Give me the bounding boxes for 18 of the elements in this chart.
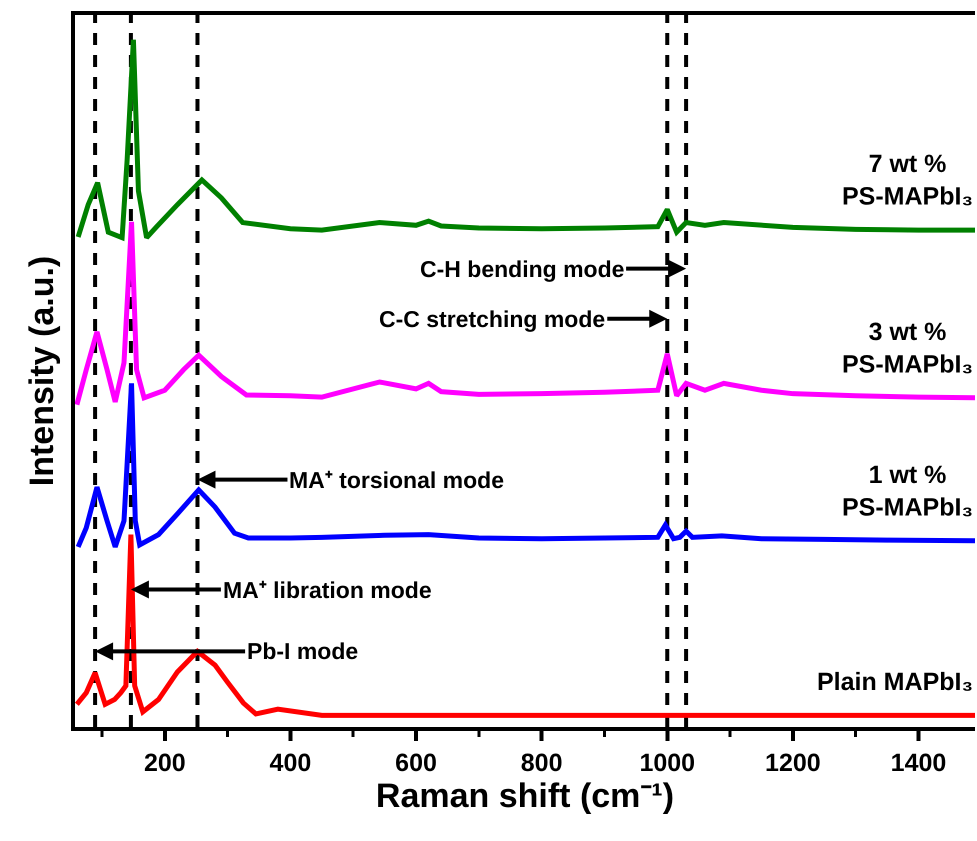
annotation: Pb-I mode bbox=[247, 638, 358, 664]
annotation: MA⁺ libration mode bbox=[223, 577, 432, 603]
x-tick-label: 1000 bbox=[639, 749, 696, 777]
series-label: 1 wt % PS-MAPbI₃ bbox=[842, 461, 974, 522]
x-tick-label: 200 bbox=[144, 749, 186, 777]
y-axis-title: Intensity (a.u.) bbox=[23, 256, 62, 486]
x-tick-label: 400 bbox=[270, 749, 312, 777]
x-tick-label: 600 bbox=[395, 749, 437, 777]
series-label: Plain MAPbI₃ bbox=[817, 668, 974, 696]
x-axis-title: Raman shift (cm⁻¹) bbox=[376, 777, 674, 815]
x-tick-label: 1200 bbox=[765, 749, 821, 777]
x-tick-label: 1400 bbox=[890, 749, 946, 777]
x-tick-label: 800 bbox=[520, 749, 562, 777]
annotation: MA⁺ torsional mode bbox=[289, 467, 504, 493]
series-label: 7 wt % PS-MAPbI₃ bbox=[842, 150, 974, 210]
annotation: C-H bending mode bbox=[420, 256, 624, 282]
annotation: C-C stretching mode bbox=[379, 306, 606, 332]
series-label: 3 wt % PS-MAPbI₃ bbox=[842, 318, 974, 378]
